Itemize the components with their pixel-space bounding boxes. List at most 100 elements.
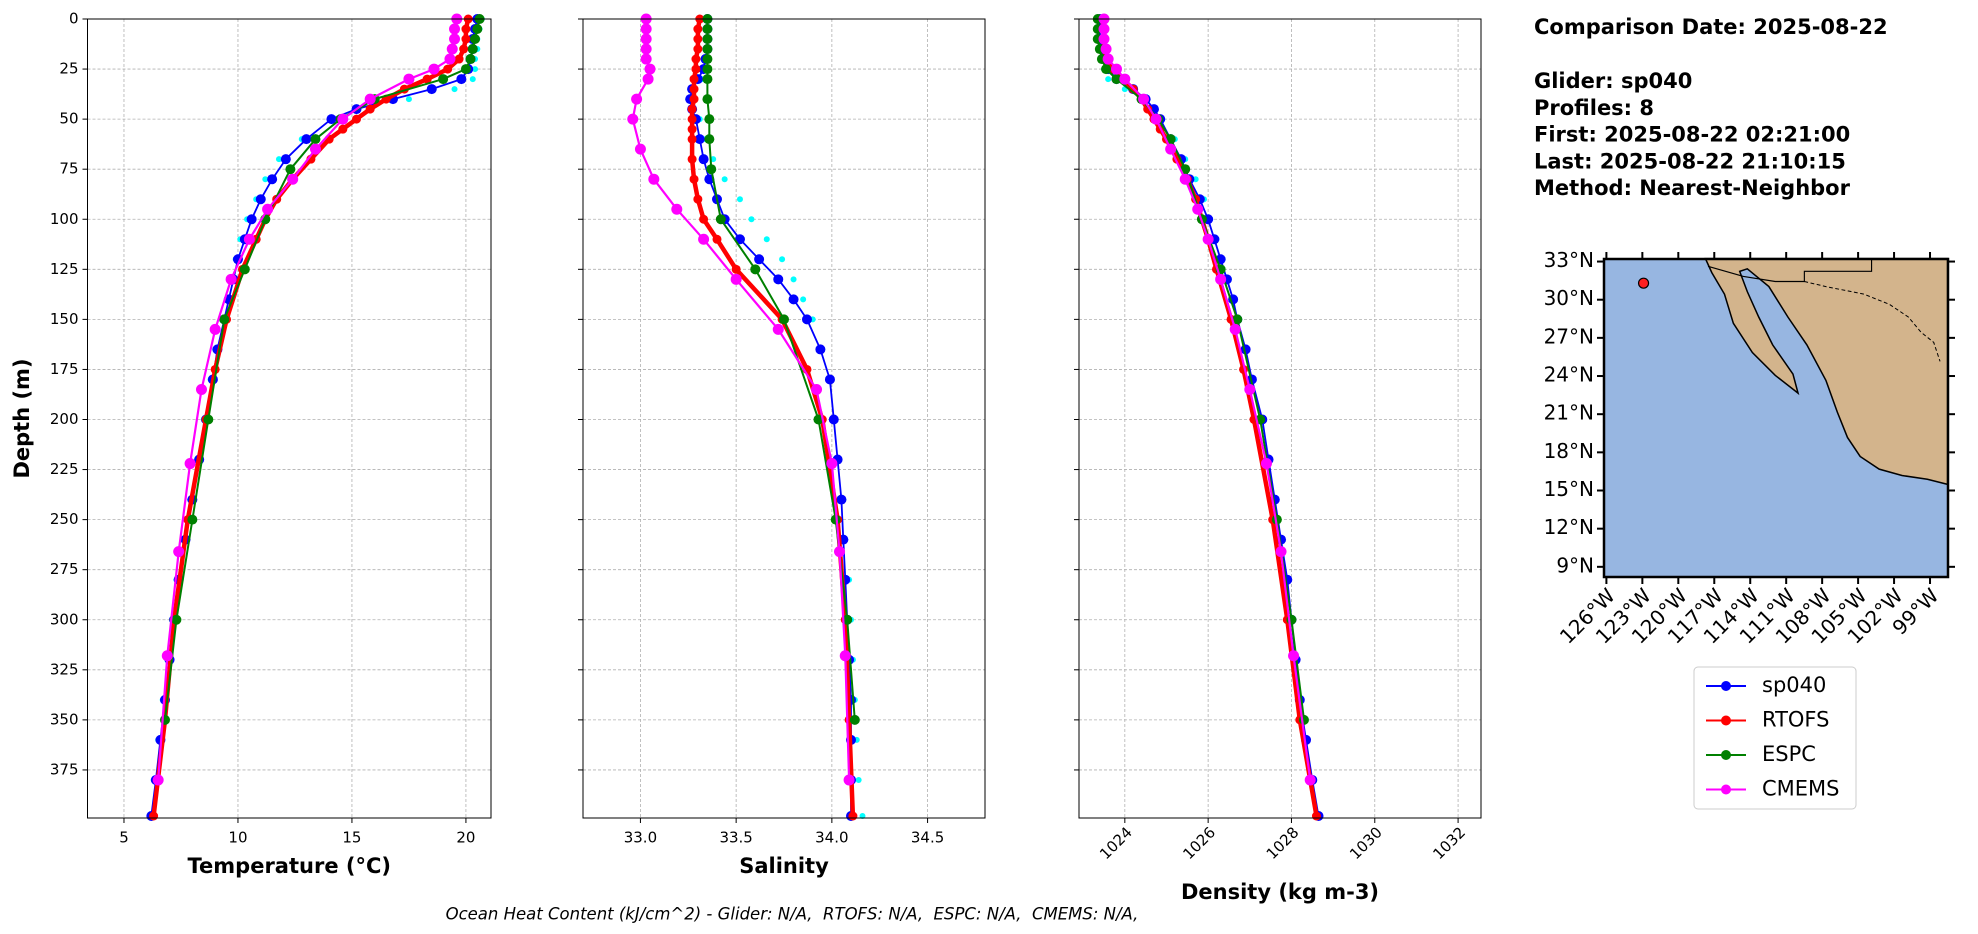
- profile-point: [698, 233, 710, 245]
- profile-point: [428, 63, 440, 75]
- profile-line: [689, 18, 856, 817]
- x-tick-label: 33.5: [719, 829, 752, 847]
- profile-point: [640, 33, 652, 45]
- info-line: Method: Nearest-Neighbor: [1534, 176, 1851, 200]
- profile-point: [842, 614, 853, 625]
- profile-point: [648, 173, 660, 185]
- profile-point: [704, 134, 715, 145]
- profile-point: [173, 546, 185, 558]
- profile-point: [855, 776, 862, 783]
- profile-point: [285, 164, 296, 175]
- profile-point: [461, 34, 471, 44]
- profile-point: [824, 374, 835, 385]
- profile-point: [828, 414, 839, 425]
- profile-point: [338, 124, 348, 134]
- profile-point: [461, 24, 471, 34]
- profile-point: [275, 156, 282, 163]
- profile-point: [1101, 64, 1112, 75]
- info-line: Glider: sp040: [1534, 69, 1692, 93]
- footer: Ocean Heat Content (kJ/cm^2) - Glider: N…: [446, 905, 1139, 924]
- y-axis-label: Depth (m): [10, 358, 34, 478]
- profile-point: [754, 254, 765, 265]
- profile-point: [280, 154, 291, 165]
- profile-point: [836, 494, 847, 505]
- y-tick-label: 30°N: [1544, 286, 1594, 310]
- profile-point: [1275, 546, 1287, 558]
- profile-point: [859, 812, 866, 819]
- profile-point: [405, 96, 412, 103]
- profile-point: [203, 414, 214, 425]
- profile-point: [1229, 323, 1241, 335]
- profile-point: [465, 54, 476, 65]
- profile-point: [1179, 173, 1191, 185]
- profile-point: [706, 164, 717, 175]
- profile-point: [811, 383, 823, 395]
- y-tick-label: 50: [59, 110, 78, 128]
- x-tick-label: 1026: [1179, 823, 1219, 863]
- profile-point: [644, 63, 656, 75]
- profile-point: [310, 134, 321, 145]
- profile-point: [255, 194, 266, 205]
- profile-point: [195, 383, 207, 395]
- profile-point: [1105, 76, 1112, 83]
- profile-point: [772, 323, 784, 335]
- profile-point: [149, 811, 159, 821]
- x-tick-label: 1028: [1263, 823, 1303, 863]
- y-tick-label: 21°N: [1544, 401, 1594, 425]
- profile-point: [642, 73, 654, 85]
- profile-point: [443, 64, 453, 74]
- profile-point: [1232, 314, 1243, 325]
- profile-point: [459, 44, 469, 54]
- profile-point: [813, 414, 824, 425]
- profile-point: [451, 86, 458, 93]
- info-line: First: 2025-08-22 02:21:00: [1534, 123, 1850, 147]
- profile-point: [1304, 774, 1316, 786]
- profile-point: [702, 54, 713, 65]
- profile-point: [1192, 203, 1204, 215]
- profile-point: [631, 93, 643, 105]
- profile-point: [1298, 714, 1309, 725]
- profile-point: [472, 24, 483, 35]
- profile-point: [730, 273, 742, 285]
- profile-point: [403, 73, 415, 85]
- profile-point: [687, 134, 697, 144]
- x-tick-label: 20: [456, 829, 475, 847]
- profile-point: [634, 143, 646, 155]
- profile-point: [262, 203, 274, 215]
- profile-point: [454, 54, 464, 64]
- profile-point: [301, 134, 312, 145]
- profile-point: [1100, 43, 1112, 55]
- profile-line: [689, 19, 852, 816]
- y-tick-label: 33°N: [1544, 248, 1594, 272]
- profile-point: [209, 323, 221, 335]
- profile-point: [848, 811, 858, 821]
- profile-point: [225, 273, 237, 285]
- profile-point: [470, 34, 481, 45]
- profile-point: [1098, 23, 1110, 35]
- y-tick-label: 200: [50, 410, 79, 428]
- profile-point: [687, 114, 697, 124]
- plot-frame: [87, 18, 492, 819]
- profile-point: [161, 650, 173, 662]
- profile-point: [1110, 63, 1122, 75]
- profile-point: [467, 44, 478, 55]
- profile-point: [1311, 811, 1321, 821]
- profile-point: [693, 194, 703, 204]
- plot-frame: [582, 18, 986, 819]
- x-tick-label: 1030: [1346, 823, 1386, 863]
- profile-point: [826, 458, 838, 470]
- x-tick-label: 10: [228, 829, 247, 847]
- y-tick-label: 250: [50, 510, 79, 528]
- profile-point: [262, 176, 269, 183]
- profile-point: [736, 196, 743, 203]
- profile-point: [750, 264, 761, 275]
- x-tick-label: 5: [119, 829, 129, 847]
- legend-marker: [1721, 750, 1731, 760]
- profile-point: [449, 33, 461, 45]
- legend-marker: [1721, 784, 1731, 795]
- profile-point: [702, 34, 713, 45]
- profile-point: [693, 24, 703, 34]
- legend-label: CMEMS: [1762, 777, 1840, 801]
- profile-point: [702, 64, 713, 75]
- legend-label: sp040: [1762, 673, 1826, 697]
